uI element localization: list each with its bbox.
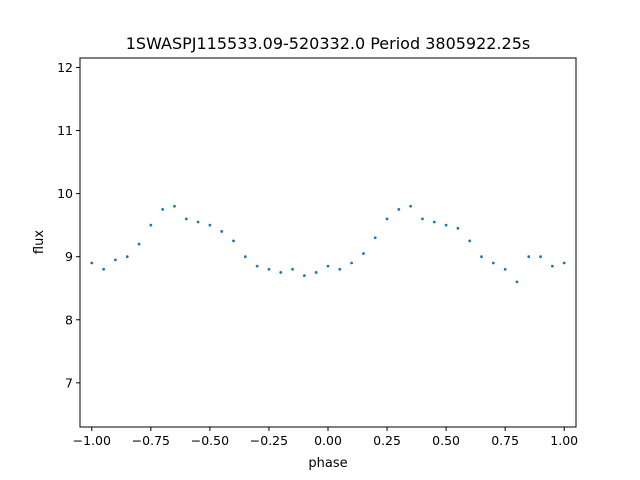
data-point <box>149 223 153 227</box>
data-point <box>550 264 554 268</box>
y-tick-label: 8 <box>65 312 73 327</box>
x-axis-ticks: −1.00 −0.75 −0.50 −0.25 0.00 0.25 0.50 0.75 1.00 <box>73 427 578 448</box>
data-point <box>220 230 224 233</box>
data-point <box>444 223 448 227</box>
data-point <box>125 255 129 259</box>
data-point <box>137 242 141 246</box>
y-tick-label: 7 <box>65 375 73 390</box>
x-axis-label: phase <box>308 456 347 471</box>
data-point <box>397 207 401 211</box>
data-point <box>302 274 306 278</box>
y-tick-label: 10 <box>57 186 73 201</box>
data-point <box>243 255 247 259</box>
data-point <box>338 267 342 271</box>
data-points <box>90 204 566 284</box>
x-tick-label: −0.50 <box>191 433 229 448</box>
data-point <box>326 264 330 268</box>
data-point <box>491 261 495 265</box>
data-point <box>432 220 436 224</box>
data-point <box>90 261 94 265</box>
data-point <box>184 217 188 221</box>
data-point <box>291 267 294 271</box>
y-tick-label: 11 <box>57 123 73 138</box>
data-point <box>385 217 389 221</box>
data-point <box>267 267 271 271</box>
data-point <box>208 223 212 227</box>
y-tick-label: 12 <box>57 60 73 75</box>
chart-title: 1SWASPJ115533.09-520332.0 Period 3805922… <box>126 34 531 53</box>
data-point <box>562 261 566 265</box>
y-axis-label: flux <box>32 230 47 254</box>
data-point <box>232 239 235 243</box>
data-point <box>515 280 519 284</box>
data-point <box>468 239 472 243</box>
data-point <box>456 226 460 230</box>
x-tick-label: 0.00 <box>314 433 342 448</box>
data-point <box>161 207 165 211</box>
data-point <box>362 252 365 255</box>
x-tick-label: 0.50 <box>432 433 460 448</box>
data-point <box>527 255 531 259</box>
x-tick-label: 0.75 <box>491 433 519 448</box>
data-point <box>279 271 283 274</box>
data-point <box>255 264 259 268</box>
x-tick-label: 0.25 <box>373 433 401 448</box>
x-tick-label: 1.00 <box>550 433 578 448</box>
data-point <box>350 261 354 265</box>
x-tick-label: −1.00 <box>73 433 111 448</box>
data-point <box>421 217 424 221</box>
data-point <box>373 236 377 240</box>
data-point <box>102 267 106 271</box>
y-tick-label: 9 <box>65 249 73 264</box>
x-tick-label: −0.25 <box>250 433 288 448</box>
data-point <box>114 258 117 262</box>
data-point <box>480 255 483 259</box>
data-point <box>196 220 200 224</box>
data-point <box>539 255 542 259</box>
data-point <box>173 204 176 208</box>
data-point <box>409 204 413 208</box>
data-point <box>503 267 507 271</box>
y-axis-ticks: 7 8 9 10 11 12 <box>57 60 80 390</box>
x-tick-label: −0.75 <box>132 433 170 448</box>
data-point <box>314 271 318 274</box>
